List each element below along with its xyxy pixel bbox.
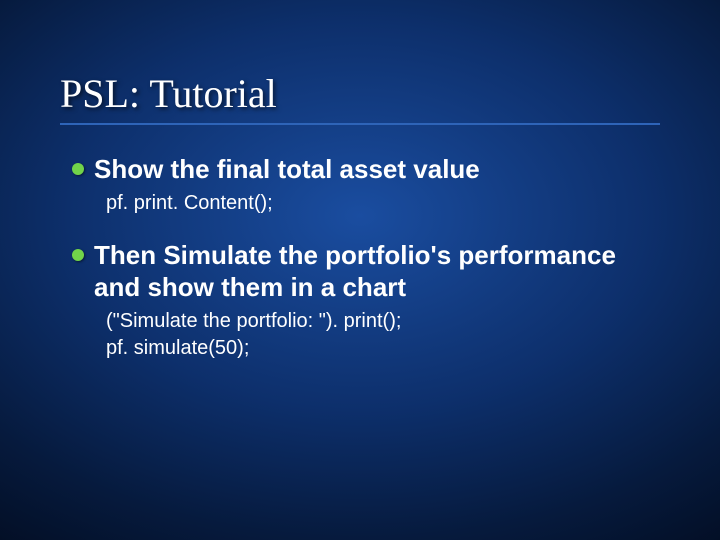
- bullet-icon: [72, 249, 84, 261]
- slide-content: Show the final total asset value pf. pri…: [60, 153, 660, 362]
- slide-title: PSL: Tutorial: [60, 70, 660, 117]
- bullet-item: Then Simulate the portfolio's performanc…: [72, 239, 660, 304]
- slide: PSL: Tutorial Show the final total asset…: [0, 0, 720, 540]
- bullet-text: Show the final total asset value: [94, 153, 660, 186]
- bullet-text: Then Simulate the portfolio's performanc…: [94, 239, 660, 304]
- title-underline: [60, 123, 660, 125]
- code-block: ("Simulate the portfolio: "). print(); p…: [106, 308, 660, 362]
- bullet-item: Show the final total asset value: [72, 153, 660, 186]
- code-block: pf. print. Content();: [106, 190, 660, 217]
- bullet-icon: [72, 163, 84, 175]
